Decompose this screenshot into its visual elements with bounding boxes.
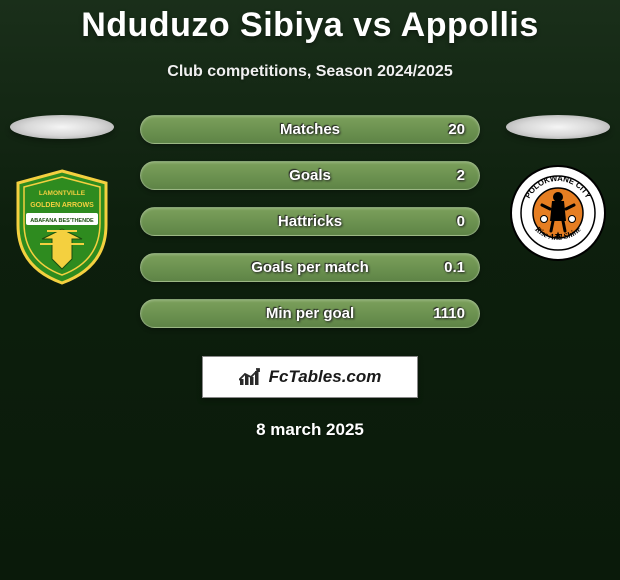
right-player-photo-placeholder xyxy=(506,115,610,139)
stat-row-matches: Matches 20 xyxy=(140,115,480,144)
stat-right-value: 0.1 xyxy=(444,259,465,276)
footer-date: 8 march 2025 xyxy=(0,420,620,440)
badge-text-top: LAMONTVILLE xyxy=(39,190,86,197)
left-player-photo-placeholder xyxy=(10,115,114,139)
stat-row-goals: Goals 2 xyxy=(140,161,480,190)
stat-row-goals-per-match: Goals per match 0.1 xyxy=(140,253,480,282)
left-player-column: LAMONTVILLE GOLDEN ARROWS ABAFANA BES'TH… xyxy=(10,115,114,285)
stat-row-min-per-goal: Min per goal 1110 xyxy=(140,299,480,328)
stat-label: Matches xyxy=(280,121,340,138)
page-subtitle: Club competitions, Season 2024/2025 xyxy=(0,63,620,81)
brand-text: FcTables.com xyxy=(269,367,382,387)
shield-icon: LAMONTVILLE GOLDEN ARROWS ABAFANA BES'TH… xyxy=(12,169,112,285)
stat-label: Min per goal xyxy=(266,305,354,322)
stats-list: Matches 20 Goals 2 Hattricks 0 Goals per… xyxy=(140,115,480,328)
stat-label: Goals per match xyxy=(251,259,369,276)
brand-box: FcTables.com xyxy=(202,356,418,398)
stat-label: Hattricks xyxy=(278,213,342,230)
left-club-badge: LAMONTVILLE GOLDEN ARROWS ABAFANA BES'TH… xyxy=(12,169,112,285)
stat-right-value: 0 xyxy=(457,213,465,230)
stat-row-hattricks: Hattricks 0 xyxy=(140,207,480,236)
stat-right-value: 2 xyxy=(457,167,465,184)
right-player-column: POLOKWANE CITY Rise And Shine xyxy=(506,115,610,271)
right-club-badge: POLOKWANE CITY Rise And Shine xyxy=(508,155,608,271)
stat-right-value: 1110 xyxy=(433,305,465,322)
badge-text-mid: GOLDEN ARROWS xyxy=(30,202,94,209)
circle-badge-icon: POLOKWANE CITY Rise And Shine xyxy=(508,155,608,271)
page-title: Nduduzo Sibiya vs Appollis xyxy=(0,0,620,45)
barchart-icon xyxy=(239,367,263,387)
comparison-content: LAMONTVILLE GOLDEN ARROWS ABAFANA BES'TH… xyxy=(0,115,620,440)
badge-text-band: ABAFANA BES'THENDE xyxy=(30,218,94,224)
stat-label: Goals xyxy=(289,167,331,184)
stat-right-value: 20 xyxy=(448,121,465,138)
